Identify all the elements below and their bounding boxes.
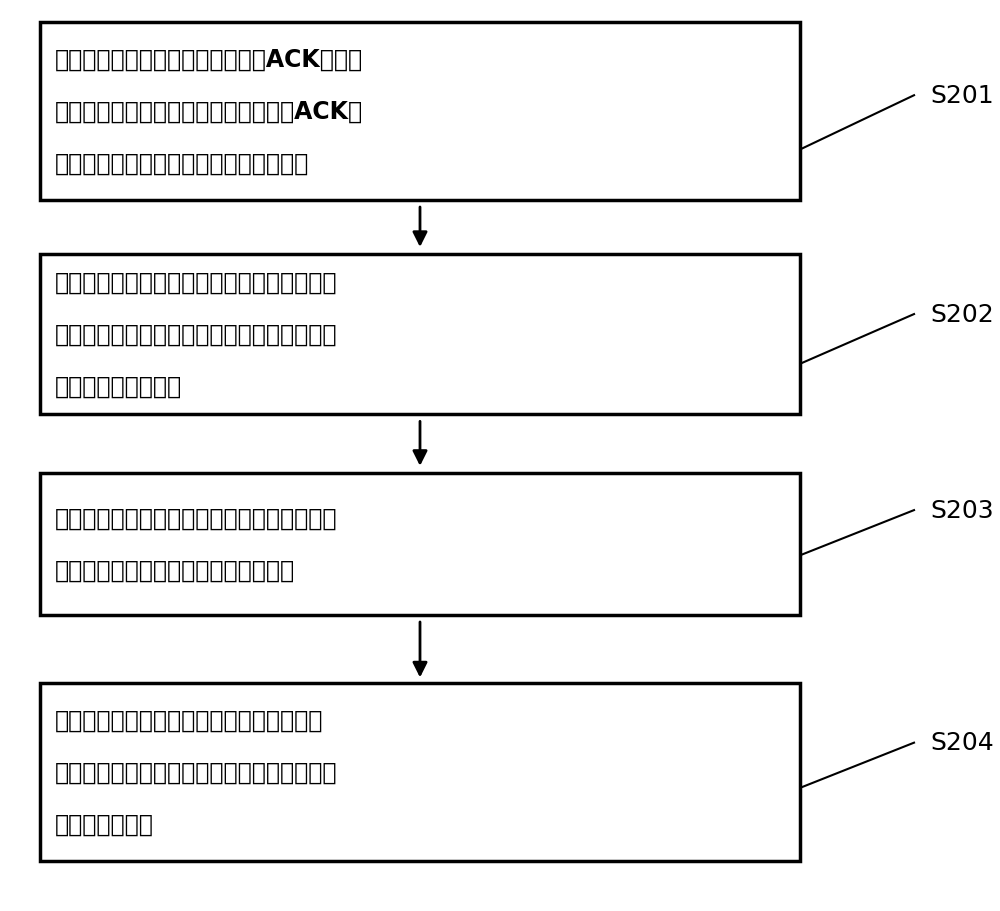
Text: 码，并根据传输时刻，确定发送资源请求指示: 码，并根据传输时刻，确定发送资源请求指示 — [55, 760, 338, 784]
Text: 请求指示信息的时刻: 请求指示信息的时刻 — [55, 374, 182, 399]
Text: S204: S204 — [930, 731, 994, 754]
Text: 息，数据时频资源上的一部分码分配给ACK数: 息，数据时频资源上的一部分码分配给ACK数 — [55, 99, 363, 124]
Text: 将导频时频资源上的码全部分配给ACK导频信: 将导频时频资源上的码全部分配给ACK导频信 — [55, 47, 363, 72]
Text: 当用户终端有数据发送时，在指定时刻的数据: 当用户终端有数据发送时，在指定时刻的数据 — [55, 507, 338, 530]
Bar — [40, 23, 800, 200]
Text: 配给用户终端，并指定各个用户终端发送资源: 配给用户终端，并指定各个用户终端发送资源 — [55, 322, 338, 347]
Text: 据，另一部分码分配给资源请求指示信息: 据，另一部分码分配给资源请求指示信息 — [55, 151, 309, 176]
Text: 将用于承载资源请求指示信息的码组中的码分: 将用于承载资源请求指示信息的码组中的码分 — [55, 271, 338, 295]
Bar — [40, 683, 800, 861]
Text: 时频资源上发送分配的资源请求指示码: 时频资源上发送分配的资源请求指示码 — [55, 558, 295, 582]
Bar — [40, 474, 800, 615]
Text: S202: S202 — [930, 302, 994, 326]
Text: 基站采用非相干检测方式检测资源请求指示: 基站采用非相干检测方式检测资源请求指示 — [55, 708, 323, 732]
Bar — [40, 255, 800, 415]
Text: 信息的用户终端: 信息的用户终端 — [55, 812, 154, 836]
Text: S203: S203 — [930, 498, 994, 522]
Text: S201: S201 — [930, 84, 994, 107]
